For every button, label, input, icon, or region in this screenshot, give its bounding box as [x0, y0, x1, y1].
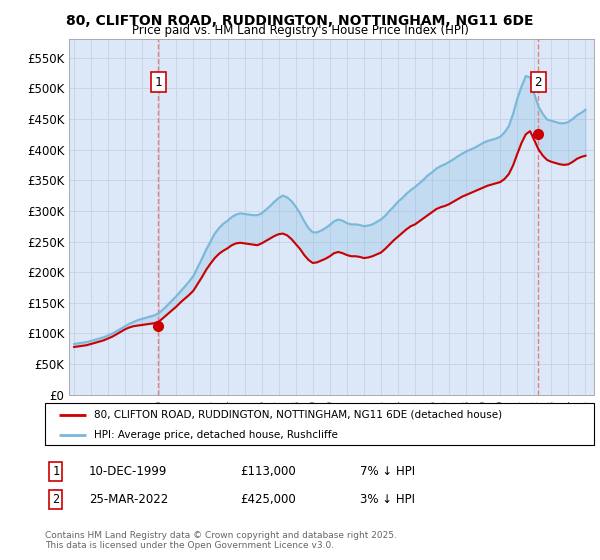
Text: HPI: Average price, detached house, Rushcliffe: HPI: Average price, detached house, Rush… — [94, 430, 338, 440]
Text: 10-DEC-1999: 10-DEC-1999 — [89, 465, 167, 478]
Text: Contains HM Land Registry data © Crown copyright and database right 2025.
This d: Contains HM Land Registry data © Crown c… — [45, 531, 397, 550]
Text: 1: 1 — [52, 465, 59, 478]
Text: 1: 1 — [155, 76, 162, 88]
Text: 7% ↓ HPI: 7% ↓ HPI — [360, 465, 415, 478]
Text: Price paid vs. HM Land Registry's House Price Index (HPI): Price paid vs. HM Land Registry's House … — [131, 24, 469, 37]
Text: 80, CLIFTON ROAD, RUDDINGTON, NOTTINGHAM, NG11 6DE: 80, CLIFTON ROAD, RUDDINGTON, NOTTINGHAM… — [66, 14, 534, 28]
Text: £113,000: £113,000 — [240, 465, 296, 478]
Text: 80, CLIFTON ROAD, RUDDINGTON, NOTTINGHAM, NG11 6DE (detached house): 80, CLIFTON ROAD, RUDDINGTON, NOTTINGHAM… — [94, 410, 503, 420]
Text: 2: 2 — [535, 76, 542, 88]
Text: 2: 2 — [52, 493, 59, 506]
Text: £425,000: £425,000 — [240, 493, 296, 506]
Text: 25-MAR-2022: 25-MAR-2022 — [89, 493, 168, 506]
Text: 3% ↓ HPI: 3% ↓ HPI — [360, 493, 415, 506]
